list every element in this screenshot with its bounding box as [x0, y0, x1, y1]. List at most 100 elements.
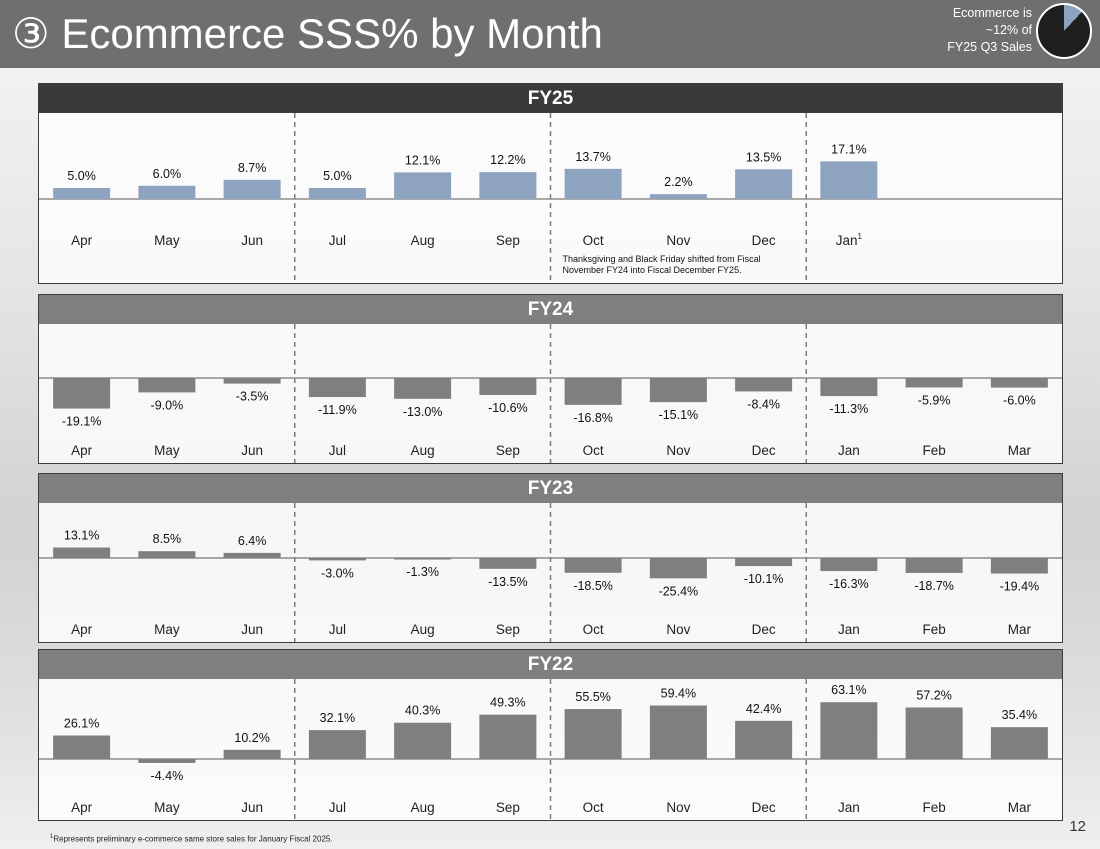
category-label: Aug [411, 622, 435, 637]
data-label: -4.4% [151, 769, 184, 783]
category-label: Jan [838, 622, 860, 637]
bar [394, 378, 452, 399]
data-label: -3.5% [236, 390, 269, 404]
category-label: Dec [752, 800, 776, 815]
data-label: -19.1% [62, 415, 102, 429]
category-label: Nov [666, 443, 690, 458]
bar [308, 730, 366, 759]
data-label: -6.0% [1003, 394, 1036, 408]
ecommerce-share-badge: Ecommerce is ~12% of FY25 Q3 Sales [932, 5, 1032, 56]
category-label: May [154, 622, 180, 637]
category-label: Jun [241, 622, 263, 637]
category-label: Sep [496, 800, 520, 815]
bar [990, 558, 1048, 574]
data-label: 2.2% [664, 175, 693, 189]
data-label: -9.0% [151, 398, 184, 412]
category-label: Mar [1008, 443, 1032, 458]
data-label: 10.2% [234, 731, 269, 745]
bar [564, 378, 622, 405]
bar [394, 722, 452, 759]
bar [308, 378, 366, 398]
data-label: 6.0% [153, 167, 182, 181]
chart-svg-fy23: 13.1% Apr 8.5% May 6.4% Jun -3.0% Jul -1.3% Aug -1… [39, 503, 1062, 642]
data-label: -10.1% [744, 572, 784, 586]
data-label: -16.8% [573, 411, 613, 425]
data-label: 5.0% [67, 169, 96, 183]
category-label: Nov [666, 233, 690, 248]
bar [394, 558, 452, 560]
category-label: Aug [411, 800, 435, 815]
category-label: Mar [1008, 800, 1032, 815]
bar [223, 378, 281, 384]
data-label: -3.0% [321, 566, 354, 580]
category-label: Jul [329, 233, 346, 248]
bar [564, 558, 622, 573]
category-label: Oct [583, 800, 604, 815]
bar [223, 179, 281, 199]
data-label: 6.4% [238, 534, 267, 548]
data-label: 63.1% [831, 683, 866, 697]
data-label: -13.5% [488, 575, 528, 589]
category-label: Sep [496, 233, 520, 248]
category-label: Apr [71, 443, 93, 458]
bar [138, 551, 196, 558]
data-label: -18.7% [914, 579, 954, 593]
page-title: ③ Ecommerce SSS% by Month [12, 10, 603, 57]
bar [53, 188, 111, 199]
category-label: Oct [583, 443, 604, 458]
bar [735, 720, 793, 759]
category-label: Oct [583, 622, 604, 637]
category-label: Jan1 [836, 232, 863, 248]
bar [990, 378, 1048, 388]
category-label: May [154, 800, 180, 815]
data-label: -11.3% [830, 402, 869, 416]
data-label: 55.5% [575, 690, 610, 704]
data-label: -13.0% [403, 405, 443, 419]
data-label: 40.3% [405, 704, 440, 718]
category-label: Jul [329, 443, 346, 458]
data-label: -8.4% [747, 397, 780, 411]
bar [820, 378, 878, 397]
bar [735, 558, 793, 567]
bar [479, 172, 537, 199]
annotation-text: November FY24 into Fiscal December FY25. [563, 265, 742, 275]
category-label: Feb [922, 443, 945, 458]
bar [820, 558, 878, 572]
bar [308, 188, 366, 199]
bar [905, 378, 963, 388]
chart-svg-fy22: 26.1% Apr -4.4% May 10.2% Jun 32.1% Jul 40.3% Aug… [39, 679, 1062, 820]
category-label: Nov [666, 800, 690, 815]
bar [394, 172, 452, 199]
category-label: May [154, 233, 180, 248]
bar [138, 185, 196, 199]
data-label: -1.3% [406, 565, 439, 579]
annotation-text: Thanksgiving and Black Friday shifted fr… [563, 254, 761, 264]
data-label: 13.1% [64, 529, 99, 543]
bar [649, 705, 707, 759]
panel-title: FY25 [39, 84, 1062, 113]
data-label: 5.0% [323, 169, 352, 183]
chart-panel-fy22: FY22 26.1% Apr -4.4% May 10.2% Jun 32.1% Jul 40.… [38, 649, 1063, 821]
data-label: 13.7% [575, 150, 610, 164]
category-label: Apr [71, 622, 93, 637]
panel-title: FY24 [39, 295, 1062, 324]
data-label: 17.1% [831, 142, 866, 156]
data-label: 49.3% [490, 696, 525, 710]
data-label: 59.4% [661, 687, 696, 701]
data-label: -10.6% [488, 401, 528, 415]
footnote-superscript: 1 [858, 232, 863, 241]
bar [905, 558, 963, 573]
data-label: -5.9% [918, 393, 951, 407]
badge-line-1: Ecommerce is [952, 6, 1032, 20]
bar [53, 735, 111, 759]
category-label: Oct [583, 233, 604, 248]
bar [905, 707, 963, 759]
bar [479, 378, 537, 395]
category-label: Jan [838, 443, 860, 458]
category-label: Jul [329, 622, 346, 637]
data-label: 8.5% [153, 532, 182, 546]
badge-line-2: ~12% of [985, 23, 1032, 37]
bar [735, 169, 793, 199]
bar [479, 558, 537, 569]
chart-panel-fy23: FY23 13.1% Apr 8.5% May 6.4% Jun -3.0% Jul -1.3%… [38, 473, 1063, 643]
